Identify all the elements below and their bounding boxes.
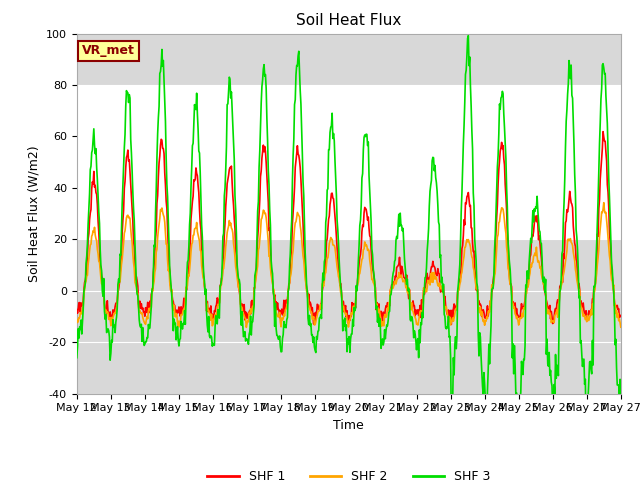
Text: VR_met: VR_met	[82, 44, 135, 58]
Bar	[77, 85, 621, 240]
Legend: SHF 1, SHF 2, SHF 3: SHF 1, SHF 2, SHF 3	[202, 465, 495, 480]
Y-axis label: Soil Heat Flux (W/m2): Soil Heat Flux (W/m2)	[28, 145, 40, 282]
Title: Soil Heat Flux: Soil Heat Flux	[296, 13, 401, 28]
X-axis label: Time: Time	[333, 419, 364, 432]
